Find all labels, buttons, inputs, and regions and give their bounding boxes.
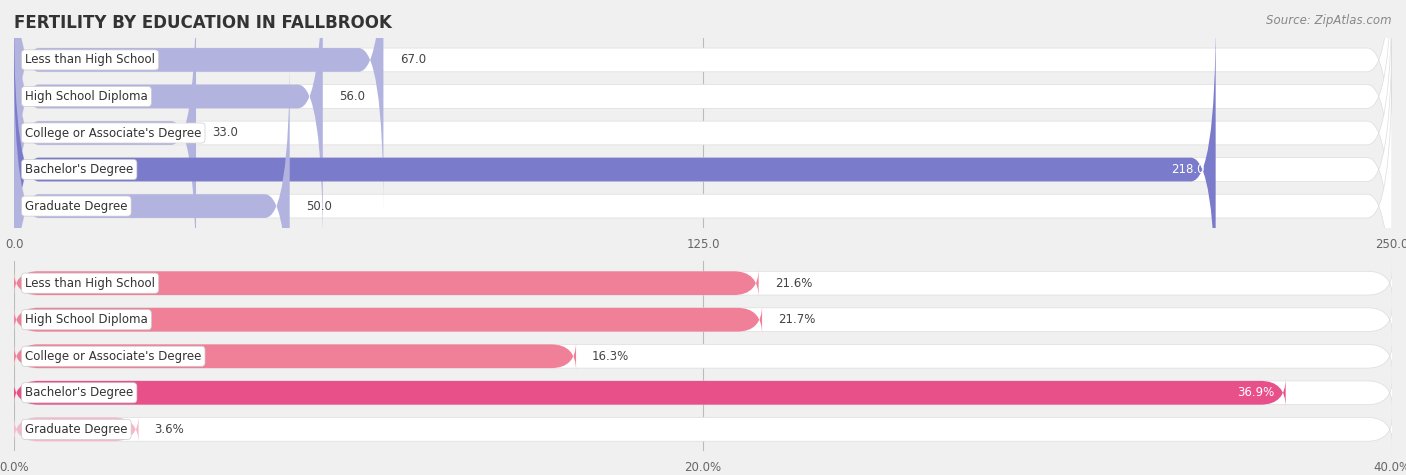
Text: 33.0: 33.0	[212, 126, 239, 140]
FancyBboxPatch shape	[14, 54, 1392, 359]
Text: Graduate Degree: Graduate Degree	[25, 423, 128, 436]
FancyBboxPatch shape	[14, 0, 1392, 249]
FancyBboxPatch shape	[14, 342, 576, 370]
Text: 218.0: 218.0	[1171, 163, 1205, 176]
FancyBboxPatch shape	[14, 269, 759, 298]
FancyBboxPatch shape	[14, 379, 1285, 407]
Text: 21.6%: 21.6%	[775, 276, 813, 290]
Text: Bachelor's Degree: Bachelor's Degree	[25, 386, 134, 399]
FancyBboxPatch shape	[14, 305, 1392, 334]
Text: College or Associate's Degree: College or Associate's Degree	[25, 126, 201, 140]
FancyBboxPatch shape	[14, 415, 139, 444]
Text: FERTILITY BY EDUCATION IN FALLBROOK: FERTILITY BY EDUCATION IN FALLBROOK	[14, 14, 392, 32]
Text: 16.3%: 16.3%	[592, 350, 630, 363]
FancyBboxPatch shape	[14, 0, 384, 212]
FancyBboxPatch shape	[14, 342, 1392, 370]
FancyBboxPatch shape	[14, 305, 762, 334]
FancyBboxPatch shape	[14, 0, 1392, 212]
Text: Bachelor's Degree: Bachelor's Degree	[25, 163, 134, 176]
Text: High School Diploma: High School Diploma	[25, 313, 148, 326]
FancyBboxPatch shape	[14, 379, 1392, 407]
FancyBboxPatch shape	[14, 54, 290, 359]
Text: 21.7%: 21.7%	[778, 313, 815, 326]
FancyBboxPatch shape	[14, 415, 1392, 444]
FancyBboxPatch shape	[14, 17, 1216, 322]
Text: 3.6%: 3.6%	[155, 423, 184, 436]
Text: 36.9%: 36.9%	[1237, 386, 1274, 399]
Text: 67.0: 67.0	[399, 53, 426, 67]
Text: Less than High School: Less than High School	[25, 53, 155, 67]
FancyBboxPatch shape	[14, 17, 1392, 322]
FancyBboxPatch shape	[14, 0, 323, 249]
Text: High School Diploma: High School Diploma	[25, 90, 148, 103]
Text: 56.0: 56.0	[339, 90, 366, 103]
FancyBboxPatch shape	[14, 0, 1392, 285]
Text: 50.0: 50.0	[307, 200, 332, 213]
FancyBboxPatch shape	[14, 269, 1392, 298]
Text: College or Associate's Degree: College or Associate's Degree	[25, 350, 201, 363]
Text: Source: ZipAtlas.com: Source: ZipAtlas.com	[1267, 14, 1392, 27]
Text: Graduate Degree: Graduate Degree	[25, 200, 128, 213]
Text: Less than High School: Less than High School	[25, 276, 155, 290]
FancyBboxPatch shape	[14, 0, 195, 285]
